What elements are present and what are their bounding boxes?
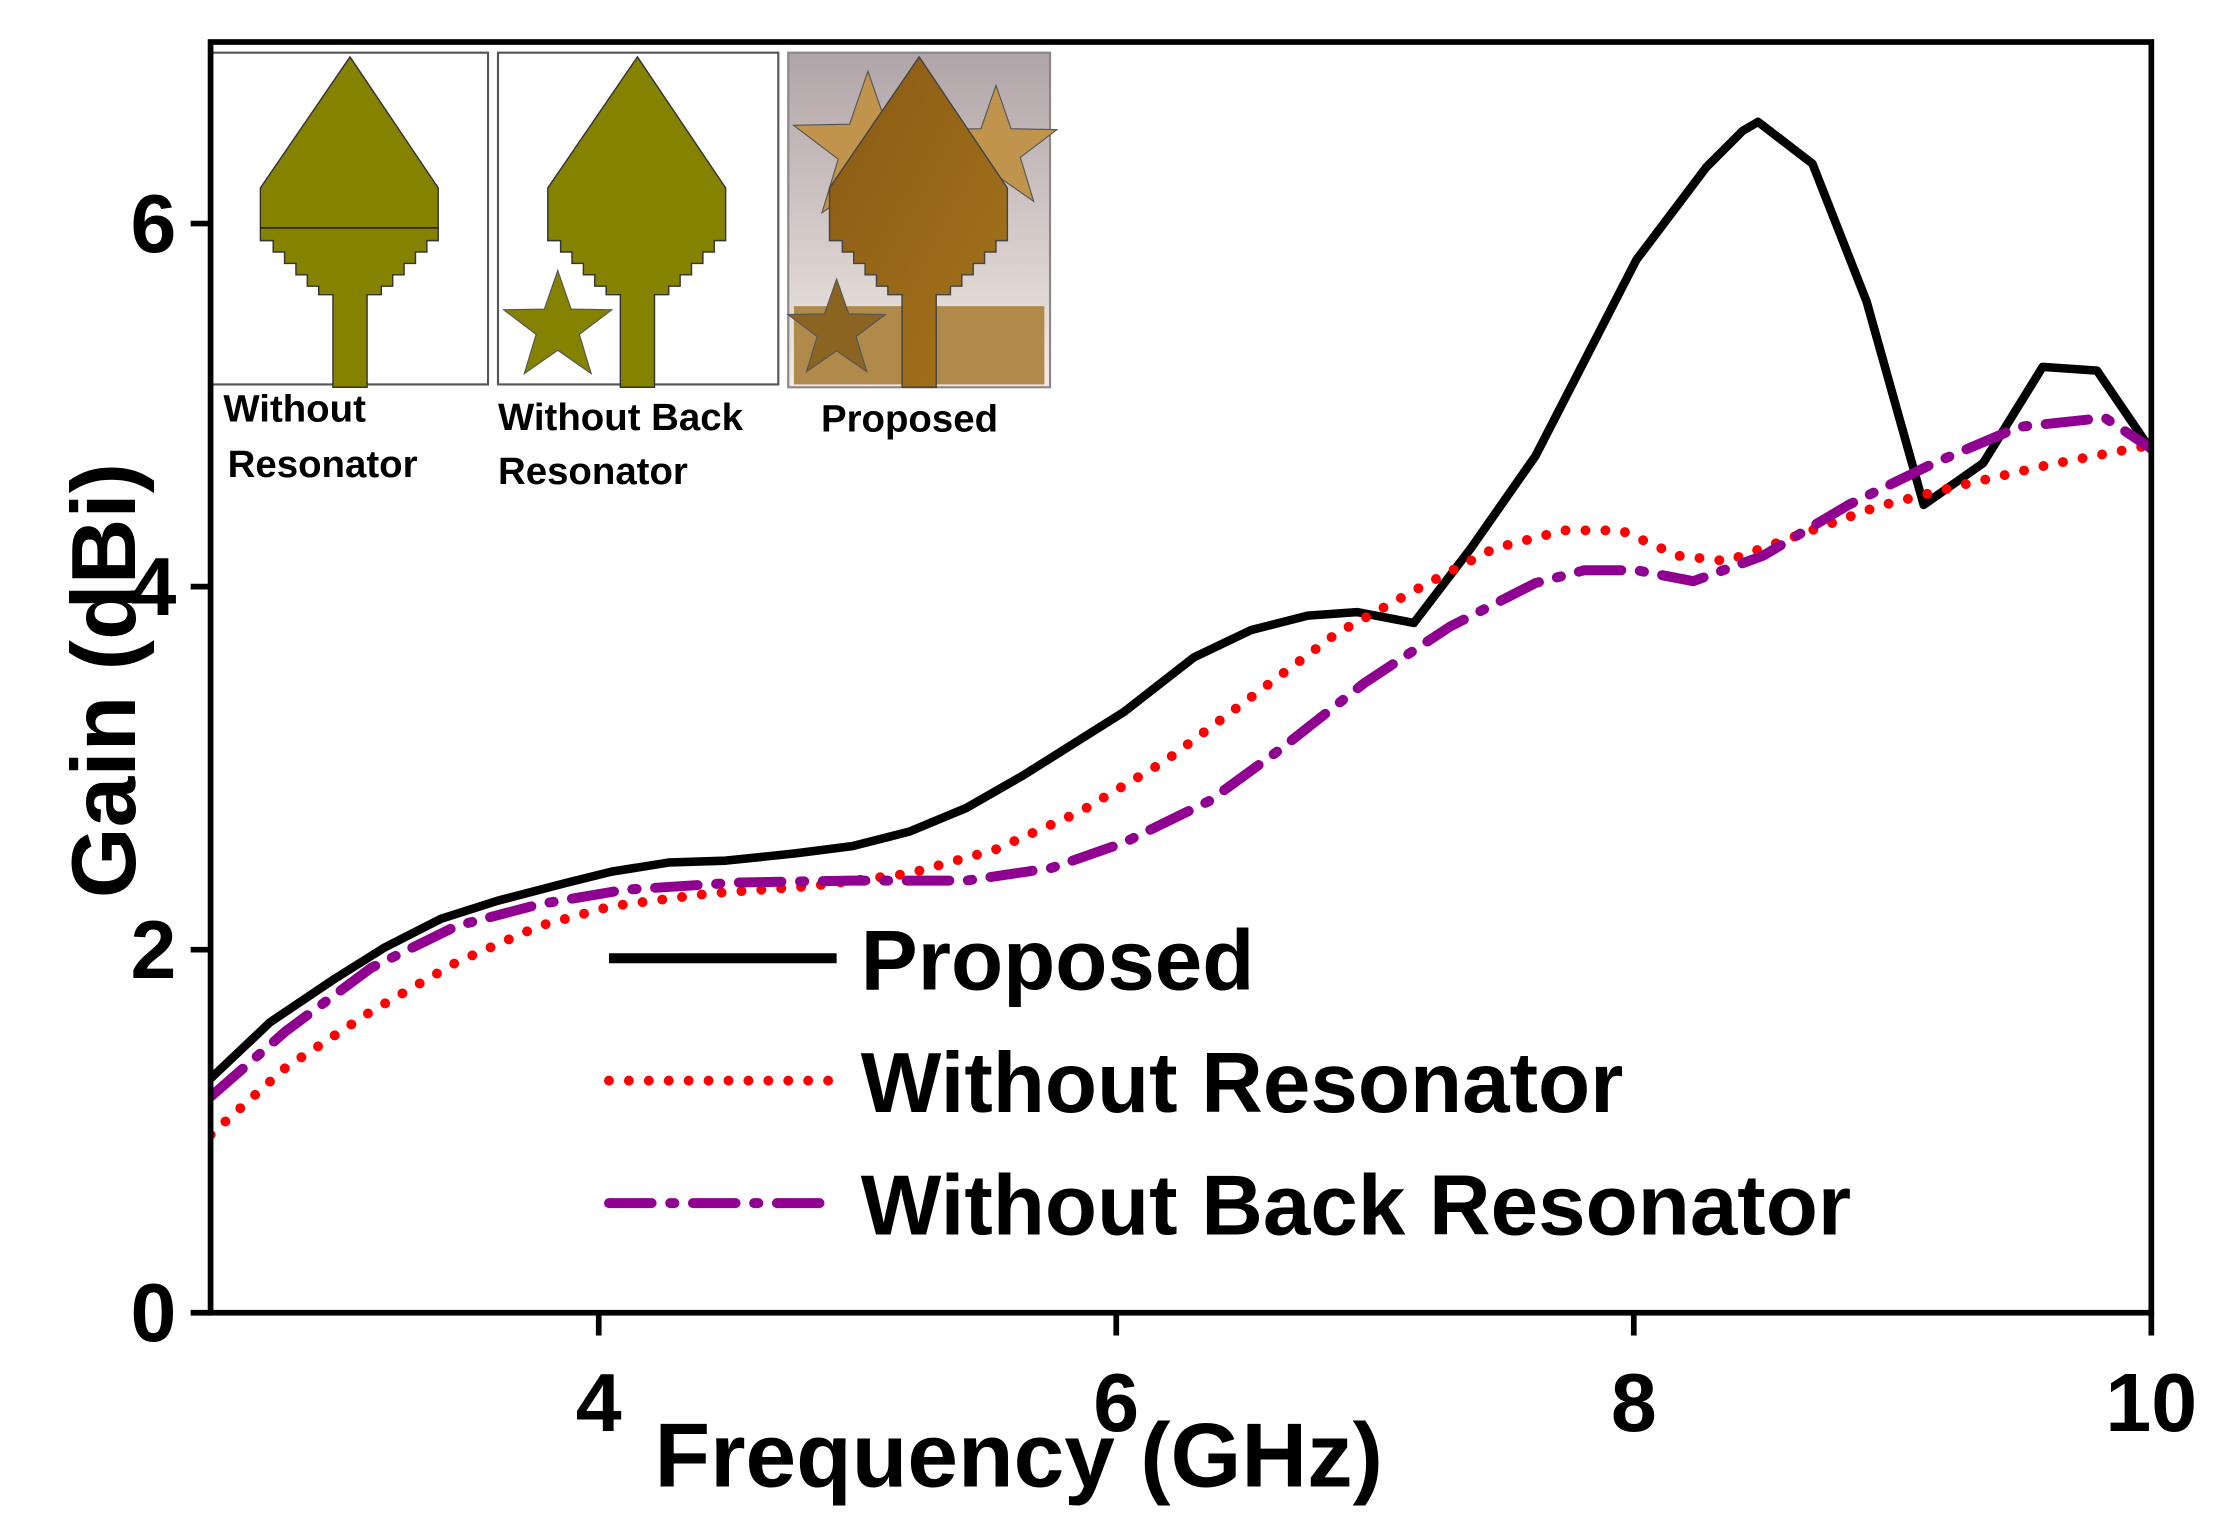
y-axis-label: Gain (dBi) (54, 463, 155, 898)
x-tick-label: 6 (1093, 1357, 1139, 1449)
y-tick-label: 2 (131, 904, 177, 996)
data-line (210, 439, 2152, 1140)
legend-label: Without Back Resonator (861, 1158, 1851, 1253)
x-tick-label: 10 (2105, 1357, 2197, 1449)
antenna-patch (259, 55, 439, 388)
y-tick-label: 4 (131, 541, 177, 633)
x-axis-label: Frequency (GHz) (655, 1405, 1383, 1506)
inset-caption: Resonator (228, 443, 418, 486)
inset-images (209, 51, 1059, 389)
inset-caption: Resonator (498, 450, 688, 493)
star-resonator (502, 268, 614, 376)
x-tick-label: 4 (576, 1357, 622, 1449)
x-tick-label: 8 (1611, 1357, 1657, 1449)
data-line (210, 117, 2152, 1082)
legend-label: Without Resonator (861, 1036, 1624, 1131)
inset-caption: Proposed (821, 397, 998, 440)
star-resonator (786, 277, 887, 374)
y-tick-label: 0 (131, 1267, 177, 1359)
antenna-patch (828, 55, 1009, 388)
data-line (210, 412, 2152, 1102)
inset-caption: Without (223, 387, 366, 430)
antenna-patch (547, 55, 727, 388)
y-tick-label: 6 (131, 178, 177, 270)
legend-label: Proposed (861, 914, 1255, 1009)
inset-caption: Without Back (498, 396, 744, 439)
plot-frame (207, 39, 2155, 1316)
